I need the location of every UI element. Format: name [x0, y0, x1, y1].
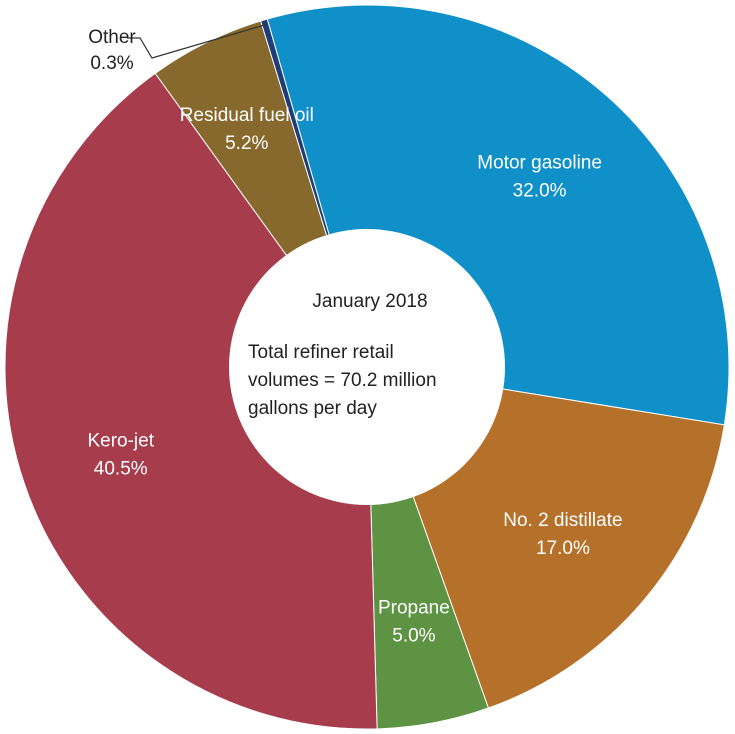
center-line-2: volumes = 70.2 million — [248, 370, 437, 391]
center-line-3: gallons per day — [248, 398, 377, 419]
label-kero-jet-name: Kero-jet — [87, 430, 154, 451]
label-propane-name: Propane — [378, 598, 450, 619]
label-residual-fuel-oil-value: 5.2% — [225, 133, 268, 154]
label-residual-fuel-oil-name: Residual fuel oil — [180, 105, 314, 126]
labels-group: Motor gasoline 32.0% No. 2 distillate 17.0%… — [87, 24, 623, 647]
label-other-name: Other — [88, 27, 136, 48]
label-no-2-distillate-name: No. 2 distillate — [503, 510, 622, 531]
leader-line-other — [127, 24, 266, 59]
label-motor-gasoline-value: 32.0% — [513, 181, 567, 202]
label-motor-gasoline-name: Motor gasoline — [477, 153, 602, 174]
center-annotation: January 2018 Total refiner retail volume… — [248, 291, 437, 419]
label-no-2-distillate-value: 17.0% — [536, 538, 590, 559]
label-other-value: 0.3% — [90, 53, 133, 74]
label-propane-value: 5.0% — [392, 626, 435, 647]
label-kero-jet-value: 40.5% — [94, 458, 148, 479]
center-line-1: Total refiner retail — [248, 342, 394, 363]
slice-kero-jet — [4, 72, 378, 730]
donut-hole — [229, 229, 505, 505]
center-title: January 2018 — [312, 291, 427, 312]
